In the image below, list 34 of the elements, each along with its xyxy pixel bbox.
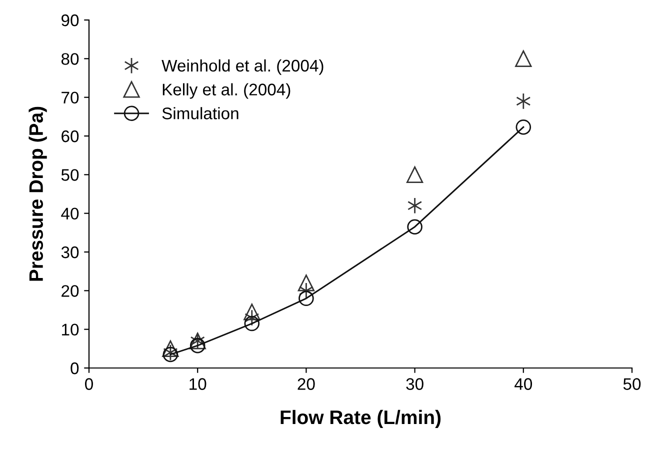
point bbox=[298, 274, 315, 292]
point bbox=[244, 309, 260, 326]
y-tick-label: 70 bbox=[62, 92, 79, 104]
point bbox=[406, 166, 424, 183]
y-tick-label: 90 bbox=[62, 14, 79, 26]
legend-label: Simulation bbox=[162, 107, 238, 120]
y-tick-label: 60 bbox=[62, 130, 79, 142]
point bbox=[516, 92, 531, 110]
y-tick-label: 30 bbox=[61, 246, 79, 258]
y-tick-label: 80 bbox=[61, 53, 79, 65]
y-tick-label: 0 bbox=[70, 362, 79, 374]
y-tick-label: 40 bbox=[61, 208, 79, 220]
x-tick-label: 50 bbox=[623, 378, 641, 390]
y-tick-label: 50 bbox=[61, 169, 79, 181]
point bbox=[244, 304, 260, 320]
point bbox=[162, 340, 179, 357]
x-tick-label: 10 bbox=[190, 378, 206, 390]
point bbox=[516, 119, 532, 135]
x-tick-label: 40 bbox=[514, 378, 532, 390]
point bbox=[298, 282, 314, 299]
point bbox=[407, 197, 422, 214]
point bbox=[515, 50, 532, 67]
point bbox=[244, 316, 260, 332]
y-axis-title: Pressure Drop (Pa) bbox=[28, 106, 47, 281]
x-tick-label: 30 bbox=[406, 378, 424, 390]
point bbox=[407, 219, 422, 235]
legend-label: Kelly et al. (2004) bbox=[162, 83, 290, 99]
y-tick-label: 10 bbox=[62, 324, 79, 336]
x-axis-title: Flow Rate (L/min) bbox=[280, 410, 441, 428]
legend-label: Weinhold et al. (2004) bbox=[162, 59, 324, 75]
y-tick-label: 20 bbox=[62, 285, 79, 297]
x-tick-label: 20 bbox=[298, 378, 315, 390]
point bbox=[298, 290, 314, 306]
x-tick-label: 0 bbox=[85, 378, 93, 390]
